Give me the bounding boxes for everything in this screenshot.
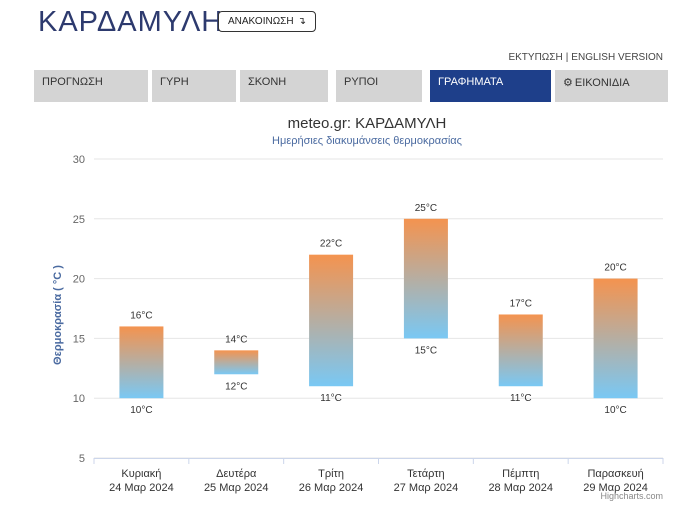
tab-label: ΕΙΚΟΝΙΔΙΑ	[574, 77, 630, 89]
link-separator: |	[565, 52, 569, 63]
x-category-day: Τετάρτη	[407, 468, 445, 480]
x-category-date: 25 Μαρ 2024	[204, 482, 269, 494]
temperature-bar	[593, 278, 638, 399]
chart-title: meteo.gr: ΚΑΡΔΑΜΥΛΗ	[288, 115, 447, 132]
high-temp-label: 22°C	[320, 239, 342, 250]
high-temp-label: 17°C	[510, 298, 532, 309]
low-temp-label: 15°C	[415, 345, 437, 356]
down-arrow-icon: ↴	[297, 16, 306, 27]
y-tick-label: 10	[73, 393, 85, 405]
x-category-day: Πέμπτη	[502, 468, 539, 480]
high-temp-label: 20°C	[604, 263, 626, 274]
tab-dust[interactable]: ΣΚΟΝΗ	[240, 70, 328, 102]
x-category-day: Κυριακή	[121, 468, 161, 480]
top-links: ΕΚΤΥΠΩΣΗ | ENGLISH VERSION	[508, 52, 663, 63]
tab-label: ΠΡΟΓΝΩΣΗ	[42, 76, 103, 88]
tab-label: ΓΥΡΗ	[160, 76, 189, 88]
chart-subtitle: Ημερήσιες διακυμάνσεις θερμοκρασίας	[272, 135, 462, 147]
tab-icons[interactable]: ⚙ ΕΙΚΟΝΙΔΙΑ	[555, 70, 668, 102]
tab-label: ΡΥΠΟΙ	[344, 76, 379, 88]
y-tick-label: 20	[73, 274, 85, 286]
x-category-date: 24 Μαρ 2024	[109, 482, 174, 494]
tab-charts[interactable]: ΓΡΑΦΗΜΑΤΑ	[430, 70, 551, 102]
tab-label: ΣΚΟΝΗ	[248, 76, 287, 88]
tab-label: ΓΡΑΦΗΜΑΤΑ	[438, 76, 504, 88]
chart-credit: Highcharts.com	[600, 491, 663, 501]
low-temp-label: 10°C	[130, 405, 152, 416]
announcement-button[interactable]: ΑΝΑΚΟΙΝΩΣΗ ↴	[218, 11, 316, 32]
x-category-date: 26 Μαρ 2024	[299, 482, 364, 494]
gear-icon: ⚙	[563, 77, 573, 89]
x-category-day: Τρίτη	[318, 468, 344, 480]
tab-forecast[interactable]: ΠΡΟΓΝΩΣΗ	[34, 70, 148, 102]
y-tick-label: 25	[73, 214, 85, 226]
y-axis-label: Θερμοκρασία ( °C )	[52, 265, 64, 365]
temperature-bar	[498, 314, 543, 387]
temperature-bar	[119, 326, 164, 399]
y-tick-label: 15	[73, 333, 85, 345]
x-category-day: Δευτέρα	[216, 468, 257, 480]
announcement-label: ΑΝΑΚΟΙΝΩΣΗ	[228, 16, 294, 27]
tab-pollutants[interactable]: ΡΥΠΟΙ	[336, 70, 422, 102]
low-temp-label: 11°C	[510, 393, 532, 404]
main-nav: ΠΡΟΓΝΩΣΗ ΓΥΡΗ ΣΚΟΝΗ ΡΥΠΟΙ ΓΡΑΦΗΜΑΤΑ ⚙ ΕΙΚ…	[34, 70, 668, 102]
x-category-date: 28 Μαρ 2024	[488, 482, 553, 494]
high-temp-label: 25°C	[415, 203, 437, 214]
english-version-link[interactable]: ENGLISH VERSION	[571, 52, 663, 63]
y-tick-label: 30	[73, 154, 85, 166]
print-link[interactable]: ΕΚΤΥΠΩΣΗ	[508, 52, 563, 63]
low-temp-label: 10°C	[604, 405, 626, 416]
x-category-date: 29 Μαρ 2024	[583, 482, 648, 494]
x-category-date: 27 Μαρ 2024	[394, 482, 459, 494]
high-temp-label: 14°C	[225, 334, 247, 345]
high-temp-label: 16°C	[130, 310, 152, 321]
temperature-bar	[214, 350, 259, 375]
temperature-bar	[403, 218, 448, 339]
location-title: ΚΑΡΔΑΜΥΛΗ	[38, 6, 224, 38]
low-temp-label: 11°C	[320, 393, 342, 404]
y-tick-label: 5	[79, 453, 85, 465]
tab-pollen[interactable]: ΓΥΡΗ	[152, 70, 236, 102]
x-category-day: Παρασκευή	[587, 468, 643, 480]
low-temp-label: 12°C	[225, 381, 247, 392]
temperature-bar	[309, 254, 354, 387]
temperature-range-chart: meteo.gr: ΚΑΡΔΑΜΥΛΗ Ημερήσιες διακυμάνσε…	[52, 115, 664, 501]
